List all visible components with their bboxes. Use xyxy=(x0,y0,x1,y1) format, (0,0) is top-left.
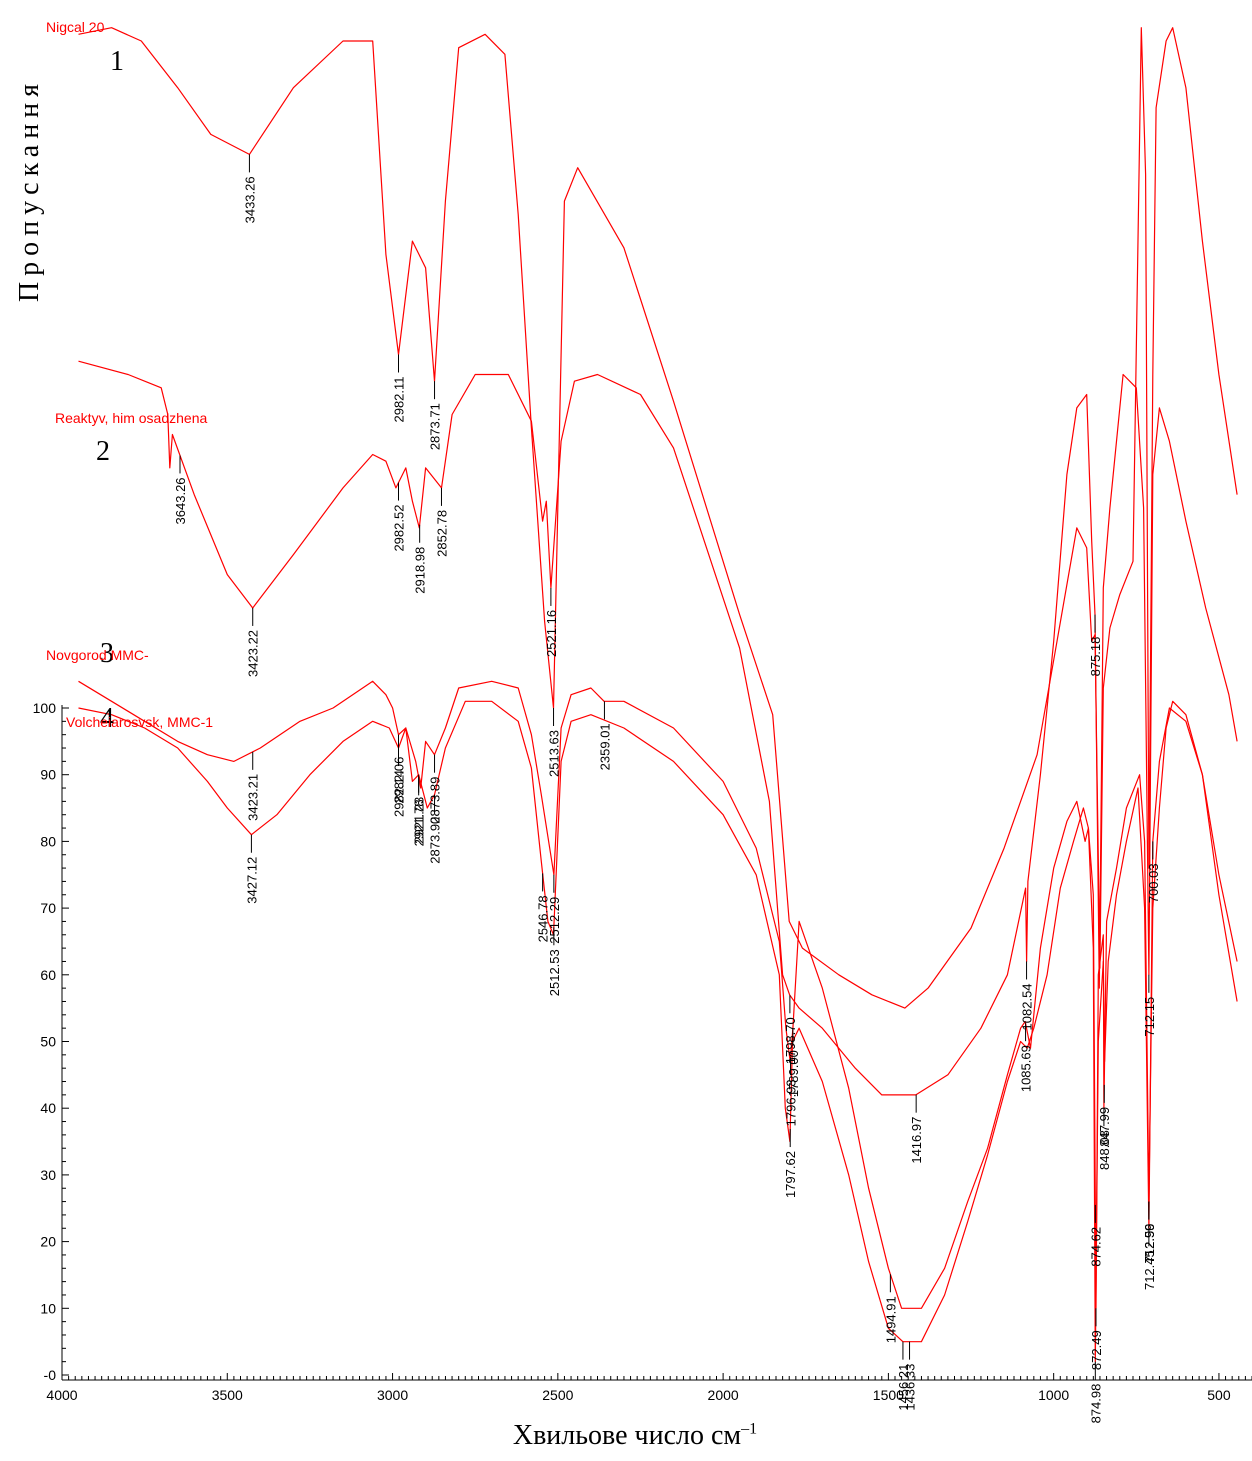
y-tick-label: 10 xyxy=(40,1300,56,1316)
peak-label: 2512.29 xyxy=(547,897,562,944)
peak-label: 2921.23 xyxy=(412,797,427,844)
series-2-number: 2 xyxy=(96,436,110,467)
peak-label: 3433.26 xyxy=(242,176,257,223)
y-tick-label: 30 xyxy=(40,1167,56,1183)
y-tick-label: 60 xyxy=(40,967,56,983)
peak-label: 1085.69 xyxy=(1019,1045,1034,1092)
series-1-number: 1 xyxy=(110,46,124,77)
x-axis-label: Хвильове число см–1 xyxy=(512,1420,758,1451)
peak-label: 2852.78 xyxy=(434,510,449,557)
series-1-line xyxy=(78,27,1238,1009)
y-tick-label: 40 xyxy=(40,1100,56,1116)
y-tick-label: 50 xyxy=(40,1034,56,1050)
peak-label: 700.03 xyxy=(1146,863,1161,903)
peak-label: 2873.71 xyxy=(428,403,443,450)
peak-label: 847.99 xyxy=(1097,1107,1112,1147)
peak-label: 3427.12 xyxy=(244,857,259,904)
peak-label: 2982.11 xyxy=(392,376,407,422)
peak-label: 2513.63 xyxy=(547,730,562,777)
y-tick-label: 20 xyxy=(40,1234,56,1250)
peak-label: 2921.78 xyxy=(412,799,427,846)
peak-label: 1798.70 xyxy=(783,1017,798,1064)
y-tick-label: 100 xyxy=(33,700,57,716)
axes-group: -0 10 20 30 40 50 60 70 80 90 100 4000 3500 3000 2500 2… xyxy=(33,700,1252,1403)
peak-label: 874.62 xyxy=(1088,1227,1103,1267)
peak-label: 2546.78 xyxy=(536,895,551,942)
peak-label: 2982.52 xyxy=(392,505,407,552)
x-tick-label: 4000 xyxy=(46,1387,77,1403)
peak-label: 2512.53 xyxy=(547,949,562,996)
peak-label: 1797.62 xyxy=(783,1151,798,1198)
peak-label: 2359.01 xyxy=(597,723,612,770)
y-tick-label: 90 xyxy=(40,767,56,783)
x-tick-label: 3500 xyxy=(212,1387,243,1403)
series-3-line xyxy=(78,680,1238,1309)
annotations-group: 3433.26 2982.11 2873.71 2513.63 3643.26 3423.… xyxy=(173,154,1161,1423)
x-tick-label: 1500 xyxy=(873,1387,904,1403)
peak-label: 848.08 xyxy=(1097,1130,1112,1170)
x-tick-label: 3000 xyxy=(377,1387,408,1403)
y-tick-label: -0 xyxy=(44,1367,57,1383)
peak-label: 2982.14 xyxy=(392,770,407,817)
peak-label: 2982.06 xyxy=(392,757,407,804)
peak-label: 1416.97 xyxy=(909,1117,924,1164)
peak-label: 1789.00 xyxy=(786,1050,801,1097)
series-4-number: 4 xyxy=(100,703,114,734)
x-tick-label: 1000 xyxy=(1038,1387,1069,1403)
y-tick-label: 80 xyxy=(40,833,56,849)
series-1-name: Nigcal 20 xyxy=(46,19,105,35)
peak-label: 3423.22 xyxy=(246,630,261,677)
peak-label: 1436.33 xyxy=(903,1364,918,1411)
peak-label: 872.49 xyxy=(1089,1330,1104,1370)
series-3-number: 3 xyxy=(100,638,114,669)
series-3-name: Novgorod MMC- xyxy=(46,647,149,663)
peak-label: 2521.16 xyxy=(544,610,559,657)
peak-label: 3643.26 xyxy=(173,477,188,524)
y-axis-label: Пропускання xyxy=(14,77,45,303)
series-4-line xyxy=(78,700,1238,1363)
peak-label: 1494.91 xyxy=(883,1296,898,1343)
peak-label: 1082.54 xyxy=(1020,983,1035,1030)
peak-label: 1796.93 xyxy=(784,1079,799,1126)
peak-label: 3423.21 xyxy=(246,774,261,821)
x-tick-label: 2500 xyxy=(542,1387,573,1403)
peak-label: 875.18 xyxy=(1088,637,1103,677)
legend-group: 1 Nigcal 20 2 Reaktyv, him osadzhena 3Novgor… xyxy=(46,19,213,734)
series-2-name: Reaktyv, him osadzhena xyxy=(55,410,207,426)
peak-label: 712.15 xyxy=(1142,997,1157,1037)
series-2-line xyxy=(78,360,1238,1096)
series-4-name: Volcheiarosvsk, MMC-1 xyxy=(66,714,213,730)
x-tick-label: 2000 xyxy=(708,1387,739,1403)
y-tick-label: 70 xyxy=(40,900,56,916)
peak-label: 2918.98 xyxy=(413,547,428,594)
peak-label: 1456.21 xyxy=(896,1364,911,1411)
series-group xyxy=(78,27,1238,1363)
peak-label: 712.45 xyxy=(1142,1250,1157,1290)
peak-label: 874.98 xyxy=(1088,1384,1103,1424)
peak-label: 2873.90 xyxy=(428,817,443,864)
x-tick-label: 500 xyxy=(1207,1387,1231,1403)
